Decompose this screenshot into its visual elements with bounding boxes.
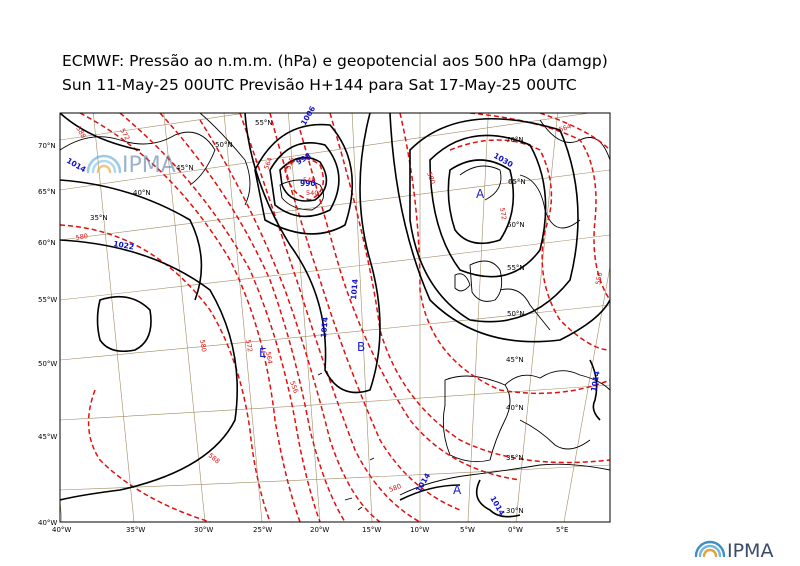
ipma-arc-icon bbox=[86, 154, 122, 174]
geopotential-label: 588 bbox=[207, 451, 222, 465]
isobar-label: 1006 bbox=[299, 104, 317, 127]
low-pressure-centre-secondary: E bbox=[259, 346, 267, 360]
map-subtitle: Sun 11-May-25 00UTC Previsão H+144 para … bbox=[62, 76, 577, 94]
lat-tick-label: 55°W bbox=[38, 296, 57, 304]
ipma-arc-icon bbox=[694, 540, 726, 558]
lon-tick-label: 30°W bbox=[194, 526, 213, 534]
geopotential-label: 564 bbox=[262, 156, 274, 170]
grid-label: 45°N bbox=[506, 356, 524, 364]
isobar-label: 1022 bbox=[113, 239, 135, 251]
lat-tick-label: 45°W bbox=[38, 433, 57, 441]
grid-label: 55°N bbox=[255, 119, 273, 127]
geopotential-label: 572 bbox=[118, 127, 131, 142]
graticule-labels: 55°N 50°N 45°N 40°N 35°N 70°N 65°N 60°N … bbox=[90, 119, 526, 515]
lon-tick-label: 40°W bbox=[52, 526, 71, 534]
lat-tick-label: 70°N bbox=[38, 142, 56, 150]
lon-tick-label: 5°E bbox=[556, 526, 568, 534]
geopotential-label: 564 bbox=[264, 351, 274, 365]
geopotential-label: 580 bbox=[198, 339, 208, 353]
geopotential-label: 580 bbox=[425, 171, 437, 185]
lon-tick-label: 15°W bbox=[362, 526, 381, 534]
grid-label: 50°N bbox=[215, 141, 233, 149]
isobar-label: 1014 bbox=[349, 279, 360, 301]
lat-tick-label: 65°N bbox=[38, 188, 56, 196]
geopotential-label: 580 bbox=[388, 482, 402, 494]
isobar-labels: 1014 1022 1006 998 990 1014 1030 1014 10… bbox=[65, 104, 602, 517]
ipma-logo: IPMA bbox=[694, 540, 773, 562]
grid-label: 35°N bbox=[506, 454, 524, 462]
geopotential-label: 564 bbox=[558, 122, 572, 134]
lon-tick-label: 5°W bbox=[460, 526, 475, 534]
lat-tick-label: 40°W bbox=[38, 519, 57, 527]
lon-tick-label: 25°W bbox=[253, 526, 272, 534]
ipma-watermark-text: IPMA bbox=[122, 153, 176, 178]
bottom-axis-labels: 40°W 35°W 30°W 25°W 20°W 15°W 10°W 5°W 0… bbox=[52, 526, 568, 534]
geopotential-contours bbox=[60, 113, 610, 522]
lat-tick-label: 50°W bbox=[38, 360, 57, 368]
left-axis-labels: 70°N 65°N 60°N 55°W 50°W 45°W 40°W bbox=[38, 142, 57, 527]
isobar-label: 1014 bbox=[319, 317, 330, 339]
lon-tick-label: 20°W bbox=[310, 526, 329, 534]
grid-label: 45°N bbox=[176, 164, 194, 172]
lon-tick-label: 35°W bbox=[126, 526, 145, 534]
coastlines bbox=[60, 113, 610, 511]
grid-label: 40°N bbox=[133, 189, 151, 197]
isobar-label: 1014 bbox=[65, 156, 88, 174]
grid-label: 65°N bbox=[508, 178, 526, 186]
ipma-watermark: IPMA bbox=[86, 153, 176, 178]
ipma-logo-text: IPMA bbox=[727, 540, 773, 562]
geopotential-label: 572 bbox=[244, 339, 254, 353]
map-frame bbox=[59, 112, 611, 523]
isobar-contours bbox=[60, 113, 610, 518]
map-title: ECMWF: Pressão ao n.m.m. (hPa) e geopote… bbox=[62, 52, 608, 70]
high-pressure-centre-secondary: A bbox=[453, 483, 462, 497]
low-pressure-centre: B bbox=[357, 340, 365, 354]
grid-label: 35°N bbox=[90, 214, 108, 222]
grid-label: 50°N bbox=[507, 310, 525, 318]
grid-label: 60°N bbox=[507, 221, 525, 229]
high-pressure-centre: A bbox=[476, 187, 485, 201]
isobar-label: 1014 bbox=[488, 495, 506, 518]
geopotential-label: 556 bbox=[594, 272, 604, 286]
grid-label: 30°N bbox=[506, 507, 524, 515]
geopotential-label: 556 bbox=[288, 380, 300, 394]
geopotential-label: 548 bbox=[303, 176, 315, 184]
isobar-label: 990 bbox=[300, 179, 316, 188]
geopotential-label: 580 bbox=[75, 232, 89, 242]
lat-tick-label: 60°N bbox=[38, 239, 56, 247]
geopotential-label: 540 bbox=[306, 189, 318, 197]
grid-label: 70°N bbox=[506, 136, 524, 144]
geopotential-label: 556 bbox=[284, 156, 296, 170]
lon-tick-label: 0°W bbox=[508, 526, 523, 534]
grid-label: 55°N bbox=[507, 264, 525, 272]
grid-label: 40°N bbox=[506, 404, 524, 412]
geopotential-label: 572 bbox=[498, 207, 508, 221]
isobar-label: 1014 bbox=[589, 370, 601, 392]
lon-tick-label: 10°W bbox=[410, 526, 429, 534]
